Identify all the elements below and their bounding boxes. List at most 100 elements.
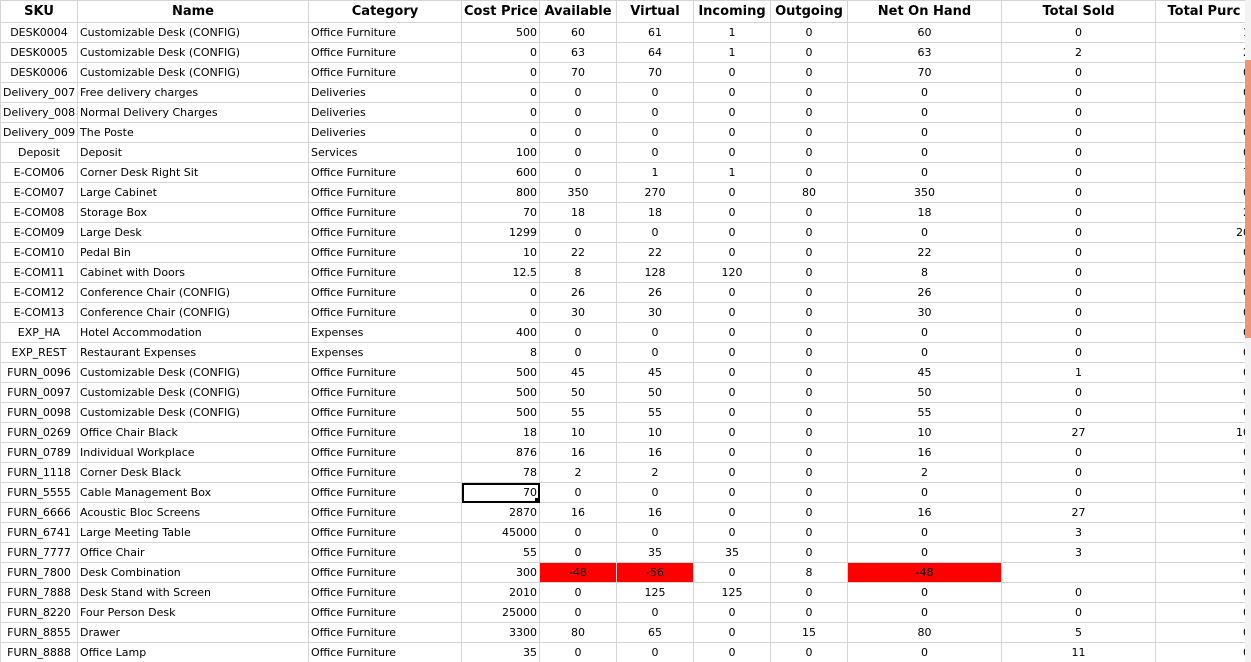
table-cell[interactable]: 45: [616, 362, 694, 383]
table-cell[interactable]: Office Furniture: [308, 382, 462, 403]
table-cell[interactable]: 0: [693, 302, 771, 323]
table-cell[interactable]: 0: [847, 222, 1002, 243]
table-cell[interactable]: Deposit: [0, 142, 78, 163]
table-cell[interactable]: 30: [616, 302, 694, 323]
table-cell[interactable]: 0: [1001, 202, 1156, 223]
table-cell[interactable]: 0: [1155, 282, 1251, 303]
table-cell[interactable]: FURN_0098: [0, 402, 78, 423]
table-cell[interactable]: 0: [1155, 622, 1251, 643]
table-cell[interactable]: 0: [770, 442, 848, 463]
table-cell[interactable]: 0: [1001, 82, 1156, 103]
table-cell[interactable]: Office Furniture: [308, 622, 462, 643]
table-cell[interactable]: 0: [616, 222, 694, 243]
table-cell[interactable]: 8: [461, 342, 540, 363]
table-cell[interactable]: 0: [1155, 62, 1251, 83]
table-cell[interactable]: DESK0004: [0, 22, 78, 43]
table-cell[interactable]: 27: [1001, 422, 1156, 443]
table-cell[interactable]: 50: [616, 382, 694, 403]
column-header-cost-price[interactable]: Cost Price: [461, 0, 540, 23]
table-cell[interactable]: 0: [770, 102, 848, 123]
table-cell[interactable]: 55: [461, 542, 540, 563]
table-cell[interactable]: 0: [539, 322, 617, 343]
table-cell[interactable]: Office Furniture: [308, 282, 462, 303]
table-cell[interactable]: 0: [847, 82, 1002, 103]
table-cell[interactable]: Expenses: [308, 342, 462, 363]
table-cell[interactable]: Office Furniture: [308, 242, 462, 263]
selected-cell[interactable]: 70: [461, 482, 540, 503]
table-cell[interactable]: 16: [539, 502, 617, 523]
table-cell[interactable]: 0: [693, 282, 771, 303]
table-cell[interactable]: Large Desk: [77, 222, 309, 243]
table-cell[interactable]: 0: [1155, 142, 1251, 163]
table-cell[interactable]: -48: [539, 562, 617, 583]
table-cell[interactable]: 16: [616, 502, 694, 523]
table-cell[interactable]: 400: [461, 322, 540, 343]
table-cell[interactable]: [1001, 562, 1156, 583]
table-cell[interactable]: Office Furniture: [308, 402, 462, 423]
table-cell[interactable]: 80: [770, 182, 848, 203]
table-cell[interactable]: 0: [770, 642, 848, 662]
table-cell[interactable]: 1: [1001, 362, 1156, 383]
table-cell[interactable]: 0: [770, 222, 848, 243]
column-header-sku[interactable]: SKU: [0, 0, 78, 23]
table-cell[interactable]: 600: [461, 162, 540, 183]
table-cell[interactable]: 2870: [461, 502, 540, 523]
table-cell[interactable]: 0: [1155, 562, 1251, 583]
table-cell[interactable]: 0: [770, 322, 848, 343]
table-cell[interactable]: Office Furniture: [308, 302, 462, 323]
table-cell[interactable]: 35: [461, 642, 540, 662]
table-cell[interactable]: 0: [847, 322, 1002, 343]
table-cell[interactable]: 0: [461, 302, 540, 323]
table-cell[interactable]: Office Furniture: [308, 562, 462, 583]
table-cell[interactable]: 0: [539, 222, 617, 243]
table-cell[interactable]: Office Furniture: [308, 22, 462, 43]
table-cell[interactable]: 0: [1001, 62, 1156, 83]
table-cell[interactable]: 0: [693, 122, 771, 143]
table-cell[interactable]: 0: [847, 342, 1002, 363]
table-cell[interactable]: 0: [847, 602, 1002, 623]
table-cell[interactable]: Office Furniture: [308, 362, 462, 383]
table-cell[interactable]: 0: [461, 82, 540, 103]
table-cell[interactable]: -48: [847, 562, 1002, 583]
table-cell[interactable]: Restaurant Expenses: [77, 342, 309, 363]
table-cell[interactable]: 0: [847, 582, 1002, 603]
table-cell[interactable]: 45000: [461, 522, 540, 543]
table-cell[interactable]: E-COM07: [0, 182, 78, 203]
table-cell[interactable]: 2010: [461, 582, 540, 603]
table-cell[interactable]: DESK0005: [0, 42, 78, 63]
table-cell[interactable]: 0: [770, 582, 848, 603]
table-cell[interactable]: 0: [1155, 602, 1251, 623]
table-cell[interactable]: 270: [616, 182, 694, 203]
table-cell[interactable]: 0: [847, 122, 1002, 143]
table-cell[interactable]: 0: [1001, 182, 1156, 203]
table-cell[interactable]: 55: [616, 402, 694, 423]
table-cell[interactable]: 0: [847, 522, 1002, 543]
column-header-total-sold[interactable]: Total Sold: [1001, 0, 1156, 23]
table-cell[interactable]: 0: [693, 222, 771, 243]
table-cell[interactable]: 0: [693, 522, 771, 543]
table-cell[interactable]: Office Lamp: [77, 642, 309, 662]
table-cell[interactable]: E-COM13: [0, 302, 78, 323]
table-cell[interactable]: 20: [1155, 222, 1251, 243]
table-cell[interactable]: 70: [847, 62, 1002, 83]
table-cell[interactable]: 63: [847, 42, 1002, 63]
table-cell[interactable]: 0: [461, 62, 540, 83]
table-cell[interactable]: 2: [1155, 202, 1251, 223]
column-header-total-purc[interactable]: Total Purc: [1155, 0, 1251, 23]
table-cell[interactable]: 0: [770, 402, 848, 423]
table-cell[interactable]: 1: [693, 42, 771, 63]
table-cell[interactable]: 0: [770, 302, 848, 323]
table-cell[interactable]: FURN_0789: [0, 442, 78, 463]
table-cell[interactable]: 0: [770, 342, 848, 363]
table-cell[interactable]: Expenses: [308, 322, 462, 343]
table-cell[interactable]: 0: [539, 102, 617, 123]
table-cell[interactable]: 300: [461, 562, 540, 583]
table-cell[interactable]: 125: [616, 582, 694, 603]
table-cell[interactable]: 0: [1155, 402, 1251, 423]
table-cell[interactable]: Delivery_007: [0, 82, 78, 103]
table-cell[interactable]: E-COM12: [0, 282, 78, 303]
table-cell[interactable]: 128: [616, 262, 694, 283]
table-cell[interactable]: 0: [693, 202, 771, 223]
table-cell[interactable]: Large Cabinet: [77, 182, 309, 203]
table-cell[interactable]: Acoustic Bloc Screens: [77, 502, 309, 523]
